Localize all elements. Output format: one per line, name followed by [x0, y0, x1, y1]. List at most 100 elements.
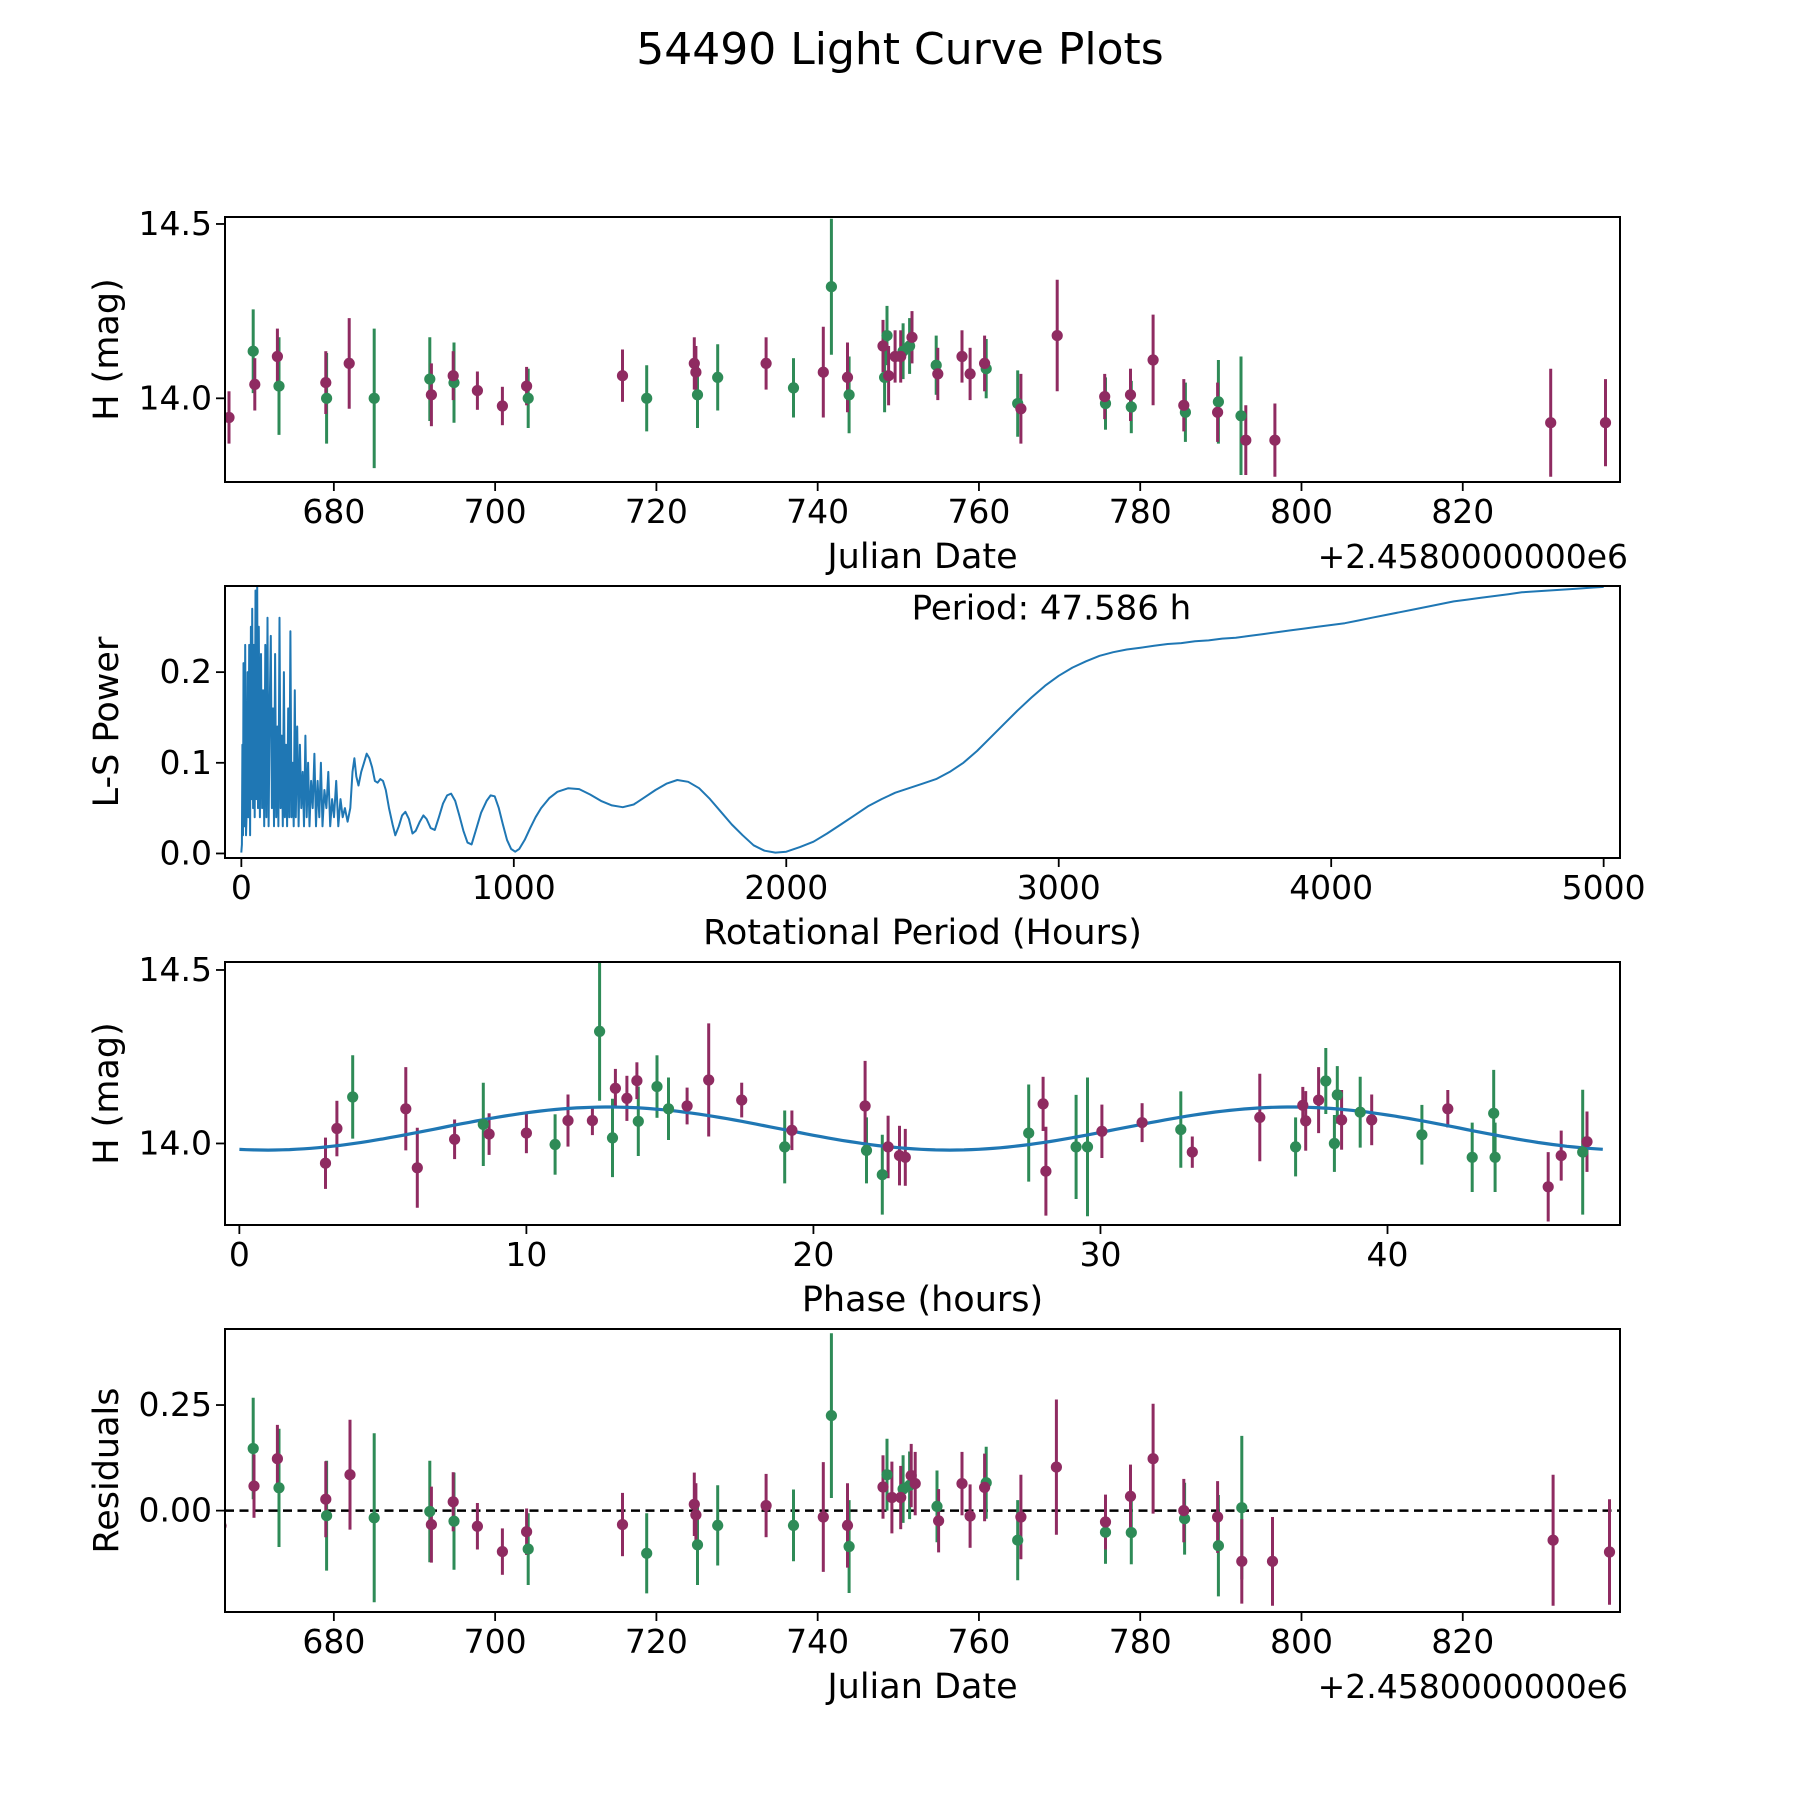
data-point [860, 1144, 873, 1156]
plot-area-light_curve [225, 218, 1612, 477]
data-point [247, 345, 259, 357]
data-point [247, 1442, 259, 1455]
y-tick-label: 0.25 [139, 1385, 212, 1424]
x-axis-label: Julian Date [825, 1667, 1017, 1707]
data-point [1297, 1099, 1309, 1111]
x-tick-label: 1000 [472, 868, 556, 907]
data-point [886, 1491, 898, 1504]
data-point [641, 392, 653, 404]
data-point [681, 1100, 693, 1112]
data-point [786, 1124, 798, 1136]
data-point [1050, 1461, 1062, 1473]
series-markers-band-green [247, 281, 1247, 422]
data-point [471, 385, 483, 397]
data-point [1124, 1490, 1137, 1502]
series-markers-band-green [347, 1025, 1589, 1181]
data-point [1124, 389, 1137, 401]
plot-area-residuals [225, 1333, 1620, 1606]
data-point [447, 370, 459, 382]
data-point [883, 370, 895, 382]
data-point [1547, 1534, 1559, 1546]
data-point [1442, 1103, 1454, 1115]
subplot-light_curve: 680 700 720 740 760 780 800 820 14.0 14.5 Julian D… [87, 204, 1628, 577]
data-point [933, 1515, 945, 1527]
data-point [817, 1511, 829, 1523]
data-point [1099, 1526, 1112, 1538]
data-point [609, 1082, 622, 1094]
y-tick-label: 0.1 [160, 743, 212, 782]
axes-frame [224, 961, 1621, 1226]
data-point [1300, 1115, 1312, 1127]
period-annotation: Period: 47.586 h [912, 589, 1192, 629]
data-point [1236, 1502, 1248, 1514]
x-tick-label: 30 [1079, 1235, 1121, 1274]
data-point [320, 377, 332, 389]
data-point [825, 281, 838, 293]
x-tick-label: 4000 [1289, 868, 1373, 907]
x-tick-label: 760 [947, 492, 1010, 531]
data-point [1212, 1511, 1224, 1523]
x-tick-label: 760 [947, 1622, 1010, 1661]
x-tick-label: 2000 [744, 868, 828, 907]
series-markers-band-purple [225, 330, 1612, 446]
data-point [1313, 1094, 1325, 1106]
data-point [787, 382, 800, 394]
data-point [449, 1133, 461, 1145]
data-point [930, 359, 942, 371]
data-point [906, 331, 918, 343]
data-point [631, 1075, 643, 1087]
data-point [1125, 1527, 1137, 1539]
data-point [225, 411, 235, 424]
data-point [1577, 1146, 1589, 1158]
x-tick-label: 0 [231, 868, 252, 907]
data-point [522, 1543, 534, 1555]
y-axis-label: Residuals [87, 1387, 127, 1553]
data-point [1542, 1181, 1554, 1193]
series-errorbars-band-green [351, 962, 1585, 1217]
data-point [424, 373, 436, 385]
data-point [271, 350, 283, 363]
data-point [248, 1480, 260, 1492]
data-point [1328, 1137, 1340, 1150]
data-point [688, 1498, 700, 1510]
data-point [1488, 1107, 1500, 1119]
data-point [1581, 1136, 1593, 1148]
data-point [368, 392, 380, 404]
data-point [1290, 1141, 1302, 1153]
data-point [1178, 399, 1190, 411]
data-point [496, 1546, 508, 1558]
data-point [964, 1510, 976, 1522]
data-point [343, 357, 355, 369]
data-point [760, 357, 772, 369]
data-point [521, 1526, 533, 1538]
x-axis-offset-text: +2.4580000000e6 [1318, 1667, 1628, 1706]
x-axis-label: Phase (hours) [802, 1280, 1043, 1320]
data-point [1545, 417, 1557, 429]
data-point [956, 1478, 968, 1490]
data-point [520, 1127, 533, 1139]
data-point [273, 380, 285, 392]
data-point [400, 1103, 412, 1115]
data-point [521, 380, 533, 392]
x-tick-label: 0 [229, 1235, 250, 1274]
data-point [1466, 1151, 1478, 1163]
data-point [1331, 1089, 1343, 1101]
data-point [651, 1081, 663, 1093]
y-tick-label: 14.0 [139, 1123, 212, 1162]
data-point [817, 366, 829, 378]
data-point [471, 1520, 483, 1532]
data-point [1266, 1555, 1279, 1567]
data-point [368, 1512, 380, 1524]
subplot-residuals: 680 700 720 740 760 780 800 820 0.00 0.25 Julian D… [87, 1328, 1628, 1707]
data-point [1240, 434, 1252, 446]
data-point [1336, 1114, 1348, 1126]
data-point [477, 1118, 489, 1130]
data-point [841, 1519, 854, 1531]
data-point [1236, 1555, 1248, 1567]
data-point [1081, 1141, 1094, 1153]
data-point [586, 1115, 599, 1127]
data-point [562, 1115, 574, 1127]
x-tick-label: 780 [1109, 492, 1172, 531]
y-tick-label: 0.0 [160, 833, 212, 872]
